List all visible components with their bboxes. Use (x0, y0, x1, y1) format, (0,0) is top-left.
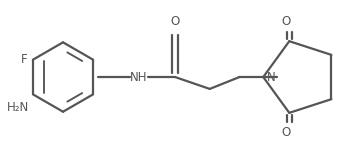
Text: H₂N: H₂N (7, 101, 29, 114)
Text: NH: NH (130, 71, 147, 83)
Text: O: O (281, 15, 290, 28)
Text: F: F (20, 53, 27, 66)
Text: O: O (170, 15, 180, 28)
Text: N: N (267, 71, 276, 83)
Text: O: O (281, 126, 290, 139)
